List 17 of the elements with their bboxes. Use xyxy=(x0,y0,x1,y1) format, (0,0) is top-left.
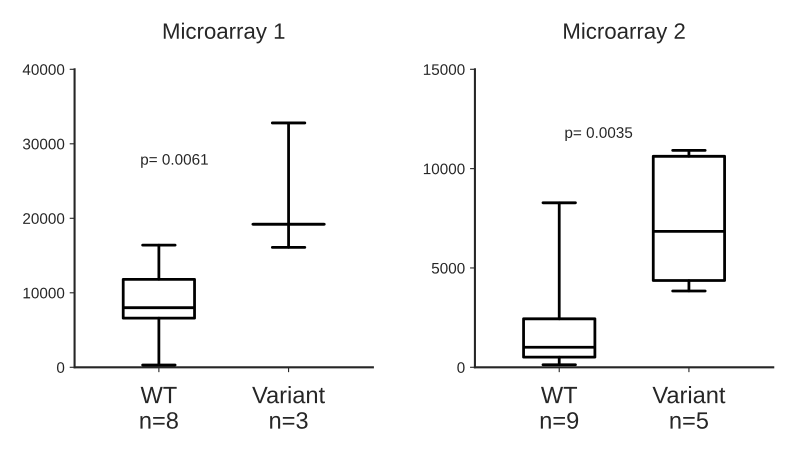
annotation: p= 0.0061 xyxy=(141,154,208,168)
x-tick-label: WT n=9 xyxy=(540,386,578,429)
y-tick-label: 10000 xyxy=(24,288,64,298)
annotation: p= 0.0035 xyxy=(565,127,632,142)
y-tick-label: 0 xyxy=(56,362,64,373)
y-tick-label: 0 xyxy=(457,362,465,373)
x-tick-label: Variant n=5 xyxy=(652,386,726,429)
y-tick-label: 15000 xyxy=(424,64,465,75)
y-tick-label: 20000 xyxy=(23,213,64,224)
chart-title: Microarray 2 xyxy=(564,22,685,44)
x-tick-label: WT n=8 xyxy=(140,386,178,429)
y-tick-label: 30000 xyxy=(22,138,64,150)
y-tick-label: 10000 xyxy=(424,164,465,174)
y-tick-label: 40000 xyxy=(22,64,64,75)
x-tick-label: Variant n=3 xyxy=(252,386,325,429)
chart-title: Microarray 1 xyxy=(164,22,284,44)
y-tick-label: 5000 xyxy=(432,262,465,274)
